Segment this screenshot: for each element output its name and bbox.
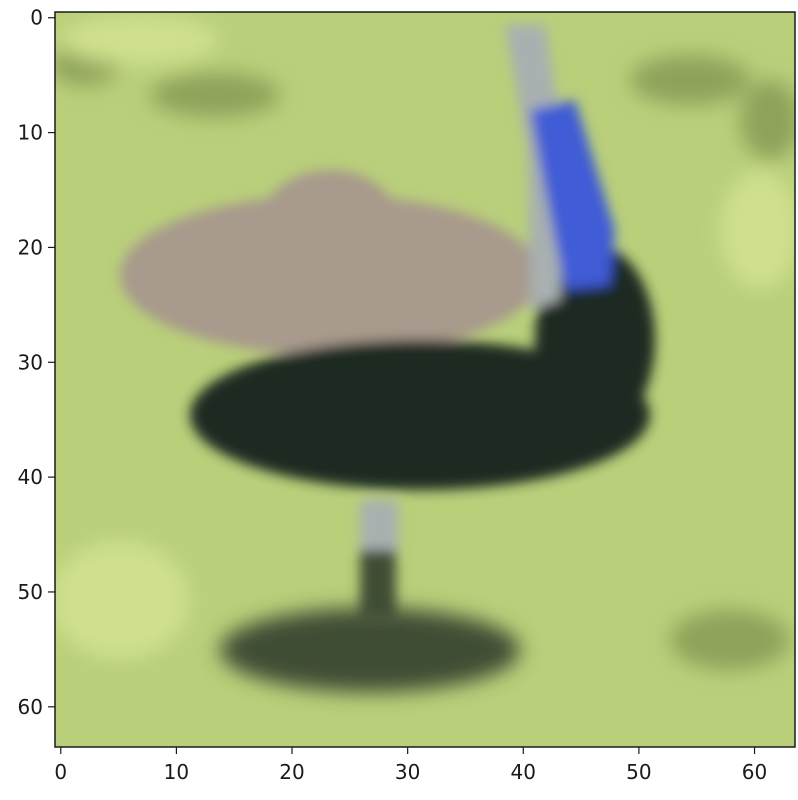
x-tick-label: 30: [395, 760, 420, 784]
bird-body-dark-right: [535, 245, 655, 435]
bird-leg-pale: [360, 500, 398, 555]
bird-neck-blue: [530, 100, 615, 290]
x-axis: 0 10 20 30 40 50 60: [54, 747, 767, 784]
grass-patch-light: [55, 540, 190, 660]
bird-head-mauve: [260, 170, 400, 280]
grass-patch-dark: [150, 73, 280, 117]
plot-frame: [54, 11, 796, 748]
grass-patch-dark: [740, 80, 795, 160]
y-axis: 0 10 20 30 40 50 60: [18, 6, 55, 719]
y-tick-label: 40: [18, 465, 43, 489]
bird-image: [55, 12, 795, 747]
bird-leg: [360, 550, 396, 620]
bird-neck-pale: [505, 25, 565, 310]
x-tick-label: 40: [511, 760, 536, 784]
y-tick-label: 10: [18, 121, 43, 145]
y-tick-label: 0: [30, 6, 43, 30]
y-tick-label: 30: [18, 350, 43, 374]
grass-patch-light: [720, 170, 795, 290]
x-tick-label: 60: [742, 760, 767, 784]
x-tick-label: 50: [626, 760, 651, 784]
x-tick-label: 0: [54, 760, 67, 784]
y-tick-label: 60: [18, 695, 43, 719]
x-tick-label: 10: [164, 760, 189, 784]
bird-body-dark: [190, 340, 650, 490]
y-tick-label: 20: [18, 235, 43, 259]
grass-patch-dark: [670, 610, 790, 670]
grass-patch-light: [60, 15, 220, 65]
grass-patch-dark: [630, 55, 750, 105]
ground-shadow: [220, 608, 520, 692]
x-tick-label: 20: [279, 760, 304, 784]
y-tick-label: 50: [18, 580, 43, 604]
